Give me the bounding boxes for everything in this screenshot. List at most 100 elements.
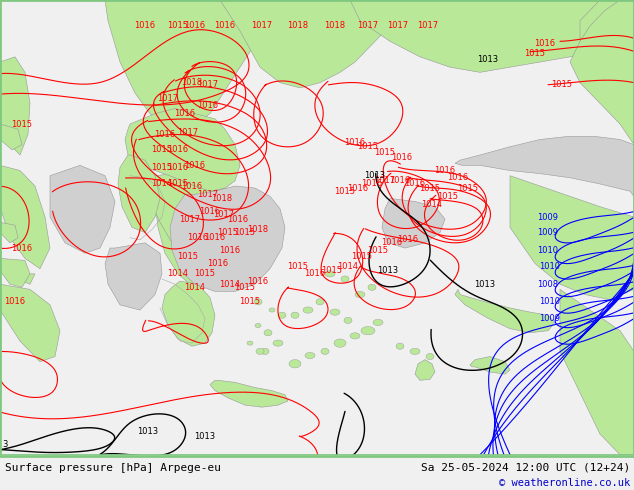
Text: 1008: 1008: [538, 280, 559, 289]
Polygon shape: [125, 108, 240, 191]
Text: 1016: 1016: [434, 166, 456, 175]
Text: 1015: 1015: [420, 184, 441, 193]
Text: 1016: 1016: [214, 22, 236, 30]
Polygon shape: [0, 165, 50, 269]
Text: 1015: 1015: [11, 120, 32, 128]
Text: Surface pressure [hPa] Arpege-eu: Surface pressure [hPa] Arpege-eu: [5, 463, 221, 473]
Text: 1014: 1014: [422, 200, 443, 209]
Polygon shape: [350, 0, 634, 73]
Polygon shape: [510, 176, 634, 300]
Text: 1015: 1015: [152, 146, 172, 154]
Polygon shape: [382, 198, 445, 248]
Text: 1010: 1010: [540, 297, 560, 306]
Polygon shape: [269, 308, 275, 312]
Polygon shape: [145, 173, 248, 269]
Text: 1015: 1015: [217, 228, 238, 237]
Text: Sa 25-05-2024 12:00 UTC (12+24): Sa 25-05-2024 12:00 UTC (12+24): [421, 463, 630, 473]
Polygon shape: [210, 380, 288, 407]
Polygon shape: [350, 333, 360, 339]
Polygon shape: [368, 284, 376, 291]
Text: 1014: 1014: [184, 283, 205, 292]
Text: 1017: 1017: [358, 22, 378, 30]
Polygon shape: [303, 307, 313, 313]
Polygon shape: [255, 323, 261, 328]
Text: 1015: 1015: [375, 148, 396, 157]
Text: 1015: 1015: [368, 245, 389, 255]
Polygon shape: [396, 343, 404, 349]
Text: 1016: 1016: [344, 138, 366, 147]
Text: 1016: 1016: [534, 39, 555, 48]
Text: 1016: 1016: [188, 233, 209, 242]
Text: 1015: 1015: [437, 192, 458, 201]
Text: 1016: 1016: [228, 215, 249, 223]
Polygon shape: [254, 299, 262, 305]
Text: 1016: 1016: [247, 276, 269, 286]
Text: 1015: 1015: [552, 80, 573, 89]
Text: 1009: 1009: [540, 314, 560, 323]
Polygon shape: [321, 348, 329, 354]
Text: 1016: 1016: [361, 179, 382, 189]
Text: 1017: 1017: [375, 176, 396, 185]
Text: 1013: 1013: [365, 171, 385, 180]
Polygon shape: [361, 326, 375, 335]
Polygon shape: [291, 312, 299, 318]
Polygon shape: [570, 0, 634, 145]
Text: 1017: 1017: [157, 94, 179, 103]
Polygon shape: [289, 360, 301, 368]
Text: 1010: 1010: [540, 262, 560, 271]
Text: 1018: 1018: [325, 22, 346, 30]
Text: 1017: 1017: [387, 22, 408, 30]
Polygon shape: [0, 222, 18, 243]
Text: 1016: 1016: [197, 101, 219, 110]
Text: 1015: 1015: [235, 283, 256, 292]
Polygon shape: [580, 0, 634, 83]
Text: 1013: 1013: [377, 266, 399, 275]
Polygon shape: [373, 319, 383, 325]
Polygon shape: [155, 173, 222, 287]
Polygon shape: [415, 360, 435, 380]
Text: 1013: 1013: [195, 432, 216, 441]
Polygon shape: [273, 340, 283, 346]
Polygon shape: [220, 0, 390, 88]
Text: 1009: 1009: [538, 213, 559, 221]
Text: 1016: 1016: [448, 173, 469, 182]
Polygon shape: [22, 274, 35, 284]
Polygon shape: [455, 136, 634, 196]
Text: © weatheronline.co.uk: © weatheronline.co.uk: [499, 478, 630, 488]
Text: 1010: 1010: [538, 245, 559, 255]
Text: 1016: 1016: [167, 163, 188, 172]
Polygon shape: [341, 276, 349, 282]
Text: 1016: 1016: [167, 146, 188, 154]
Text: 1016: 1016: [304, 270, 326, 278]
Polygon shape: [105, 0, 270, 129]
Polygon shape: [256, 348, 264, 354]
Polygon shape: [334, 339, 346, 347]
Polygon shape: [560, 290, 634, 455]
Text: 1016: 1016: [4, 297, 25, 306]
Text: 3: 3: [3, 440, 8, 449]
Polygon shape: [118, 155, 160, 233]
Polygon shape: [50, 165, 115, 253]
Text: 1016: 1016: [184, 22, 205, 30]
Polygon shape: [247, 341, 253, 345]
Text: 1015: 1015: [458, 184, 479, 193]
Text: 1016: 1016: [200, 207, 221, 217]
Text: 1015: 1015: [235, 228, 256, 237]
Text: 1016: 1016: [184, 161, 205, 170]
Text: 1017: 1017: [197, 190, 219, 199]
Text: 1015: 1015: [178, 252, 198, 261]
Text: 1017: 1017: [417, 22, 439, 30]
Polygon shape: [162, 281, 215, 346]
Polygon shape: [261, 348, 269, 354]
Text: 1015: 1015: [167, 179, 188, 189]
Polygon shape: [0, 258, 30, 287]
Text: 1016: 1016: [174, 109, 195, 118]
Text: 1014: 1014: [167, 270, 188, 278]
Text: 1016: 1016: [155, 130, 176, 139]
Polygon shape: [278, 312, 286, 318]
Text: 1017: 1017: [178, 128, 198, 137]
Text: 1016: 1016: [391, 152, 413, 162]
Polygon shape: [264, 330, 272, 336]
Text: 1009: 1009: [538, 228, 559, 237]
Text: 1018: 1018: [181, 78, 202, 87]
